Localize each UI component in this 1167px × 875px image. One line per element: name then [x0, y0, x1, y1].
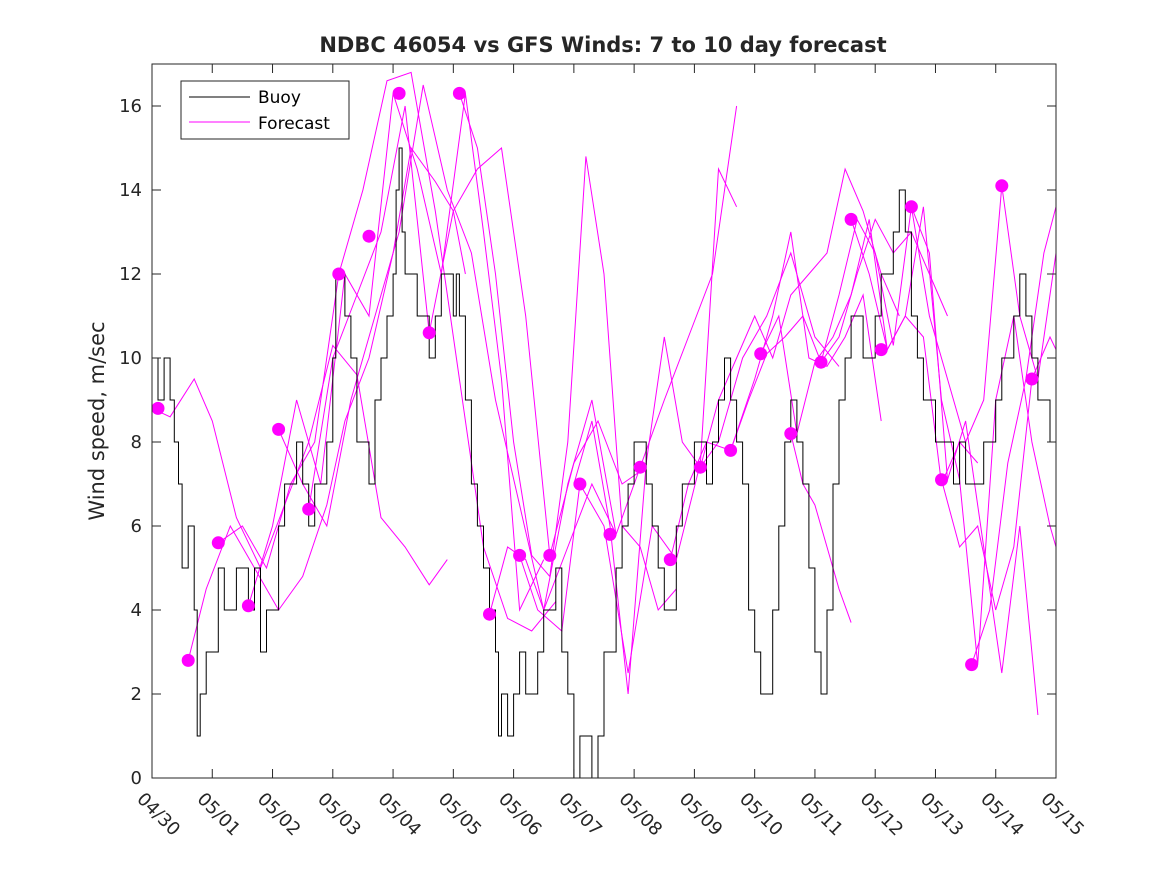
forecast-series-line-20	[971, 206, 1057, 665]
forecast-start-marker	[663, 553, 677, 567]
y-tick-label: 12	[119, 264, 142, 285]
forecast-start-marker	[844, 212, 858, 226]
forecast-series-line-7	[458, 93, 677, 612]
y-axis-label: Wind speed, m/sec	[85, 321, 109, 520]
forecast-start-marker	[452, 86, 466, 100]
y-tick-label: 14	[119, 180, 142, 201]
forecast-start-marker	[693, 460, 707, 474]
forecast-start-marker	[814, 355, 828, 369]
forecast-start-marker	[151, 401, 165, 415]
forecast-start-marker	[935, 473, 948, 487]
forecast-start-marker	[513, 548, 527, 562]
forecast-series-line-9	[519, 167, 738, 674]
forecast-start-marker	[362, 229, 376, 243]
forecast-series-line-10	[573, 251, 840, 695]
forecast-start-marker	[332, 267, 346, 281]
forecast-start-marker	[181, 653, 195, 667]
y-tick-label: 10	[119, 348, 142, 369]
forecast-start-marker	[483, 607, 496, 621]
marker-layer	[151, 86, 1039, 672]
forecast-series-line-19	[941, 335, 1057, 611]
forecast-series-line-11	[669, 231, 882, 560]
forecast-start-marker	[272, 422, 286, 436]
forecast-start-marker	[422, 326, 436, 340]
forecast-series-line-3	[218, 71, 557, 632]
forecast-start-marker	[241, 599, 255, 613]
forecast-start-marker	[724, 443, 738, 457]
forecast-series-line-15	[790, 433, 852, 623]
series-layer	[151, 71, 1057, 779]
forecast-series-line-4	[247, 93, 545, 612]
forecast-start-marker	[904, 200, 918, 214]
forecast-start-marker	[302, 502, 316, 516]
forecast-start-marker	[603, 527, 617, 541]
y-tick-label: 2	[131, 684, 142, 705]
forecast-start-marker	[1025, 372, 1039, 386]
forecast-start-marker	[573, 477, 587, 491]
y-tick-label: 0	[131, 768, 142, 789]
forecast-series-line-2	[187, 146, 466, 661]
forecast-series-line-6	[308, 105, 647, 556]
plot-frame	[151, 63, 1057, 779]
forecast-start-marker	[543, 548, 557, 562]
chart-title: NDBC 46054 vs GFS Winds: 7 to 10 day for…	[319, 33, 886, 57]
forecast-start-marker	[874, 343, 888, 357]
forecast-start-marker	[633, 460, 647, 474]
forecast-start-marker	[211, 536, 225, 550]
forecast-start-marker	[754, 347, 768, 361]
forecast-start-marker	[995, 179, 1009, 193]
y-tick-label: 8	[131, 432, 142, 453]
y-tick-label: 6	[131, 516, 142, 537]
y-tick-label: 16	[119, 96, 142, 117]
y-tick-label: 4	[131, 600, 142, 621]
legend-forecast-label: Forecast	[258, 114, 330, 134]
forecast-start-marker	[784, 427, 798, 441]
legend-buoy-label: Buoy	[258, 88, 301, 108]
forecast-start-marker	[965, 658, 979, 672]
forecast-start-marker	[392, 86, 406, 100]
legend: Buoy Forecast	[180, 80, 350, 140]
legend-box	[180, 80, 350, 140]
